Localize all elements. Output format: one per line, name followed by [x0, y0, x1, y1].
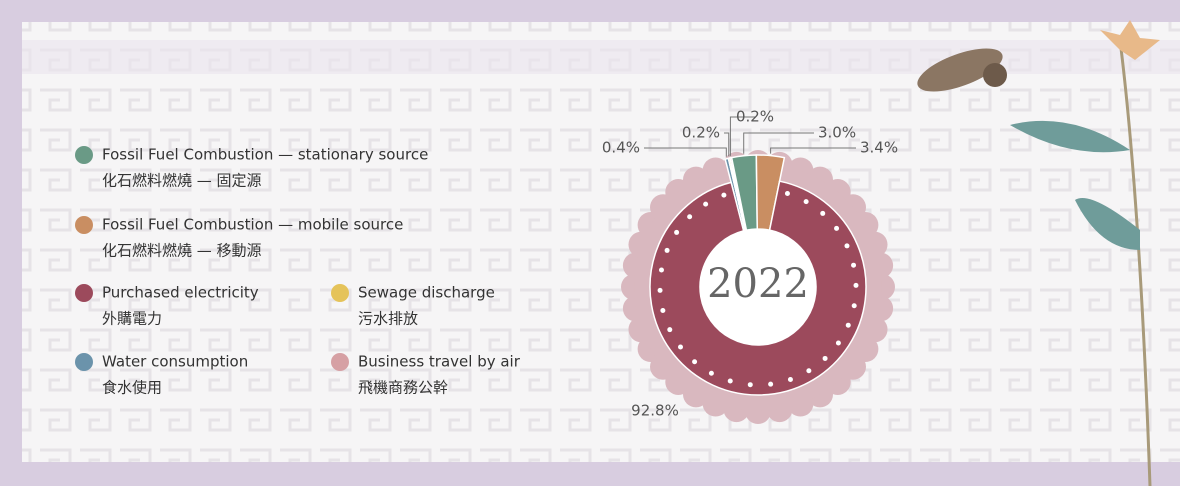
legend-label: Business travel by air — [358, 353, 521, 371]
legend-label: Fossil Fuel Combustion — mobile source — [102, 216, 403, 234]
dot — [806, 368, 812, 374]
leader-line — [644, 147, 727, 157]
dot — [687, 214, 693, 220]
dot — [678, 344, 684, 350]
hole — [700, 229, 816, 345]
dot — [845, 322, 851, 328]
leader-line — [729, 116, 755, 156]
leader-line — [724, 132, 730, 157]
legend-label-zh: 化石燃料燃燒 — 固定源 — [102, 172, 262, 190]
dot — [835, 340, 841, 346]
legend-label-zh: 外購電力 — [102, 310, 162, 328]
legend-swatch — [75, 284, 93, 302]
value-label: 0.4% — [602, 139, 640, 157]
dot — [851, 303, 857, 309]
center-label: 2022 — [707, 261, 809, 307]
leader-line — [743, 132, 814, 154]
dot — [667, 327, 673, 333]
pie — [621, 116, 895, 424]
decoration — [917, 20, 1160, 486]
dot — [660, 308, 666, 314]
legend-swatch — [331, 284, 349, 302]
legend-swatch — [331, 353, 349, 371]
legend-swatch — [75, 353, 93, 371]
value-label: 3.0% — [818, 124, 856, 142]
legend-label: Purchased electricity — [102, 284, 259, 302]
legend-swatch — [75, 216, 93, 234]
dot — [703, 201, 709, 207]
legend-label-zh: 化石燃料燃燒 — 移動源 — [102, 242, 262, 260]
legend-label: Water consumption — [102, 353, 248, 371]
legend-label-zh: 飛機商務公幹 — [358, 379, 448, 397]
dot — [708, 370, 714, 376]
dot — [784, 191, 790, 197]
dot — [834, 225, 840, 231]
legend-label-zh: 污水排放 — [358, 310, 418, 328]
dot — [803, 199, 809, 205]
value-label: 0.2% — [736, 108, 774, 126]
dot — [721, 192, 727, 198]
dot — [674, 229, 680, 235]
dot — [787, 376, 793, 382]
dot — [853, 282, 859, 288]
dot — [844, 243, 850, 249]
dot — [657, 287, 663, 293]
value-label: 3.4% — [860, 139, 898, 157]
value-label: 0.2% — [682, 124, 720, 142]
dot — [747, 382, 753, 388]
dot — [851, 262, 857, 268]
legend-swatch — [75, 146, 93, 164]
dot — [664, 247, 670, 253]
dot — [820, 210, 826, 216]
leader-line — [770, 147, 856, 154]
lattice — [22, 22, 1180, 462]
legend-label: Sewage discharge — [358, 284, 495, 302]
dot — [727, 378, 733, 384]
legend-label-zh: 食水使用 — [102, 379, 162, 397]
dot — [658, 267, 664, 273]
band — [22, 40, 1180, 74]
legend-label: Fossil Fuel Combustion — stationary sour… — [102, 146, 428, 164]
dot — [692, 359, 698, 365]
value-label: 92.8% — [631, 402, 679, 420]
dot — [768, 381, 774, 387]
dot — [822, 355, 828, 361]
